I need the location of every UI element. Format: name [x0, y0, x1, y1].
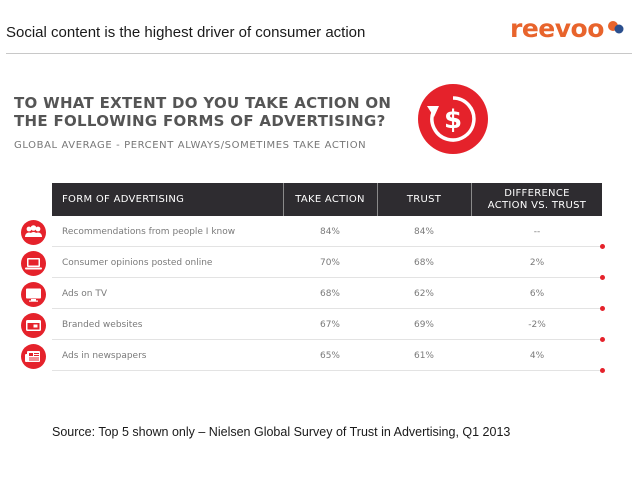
table-row: Branded websites 67% 69% -2%: [0, 309, 638, 342]
row-end-dot: [600, 306, 605, 311]
col-separator: [283, 183, 284, 216]
newspaper-icon: [21, 344, 46, 369]
row-end-dot: [600, 244, 605, 249]
row-divider: [52, 339, 602, 340]
chart-heading-line-1: TO WHAT EXTENT DO YOU TAKE ACTION ON: [14, 94, 392, 112]
cell-difference: 6%: [529, 288, 545, 299]
tv-icon: [21, 282, 46, 307]
col-header-difference-line-1: DIFFERENCE: [504, 187, 570, 199]
brand-wordmark: reevoo: [510, 14, 604, 43]
col-header-trust: TRUST: [406, 193, 442, 205]
col-header-difference-line-2: ACTION VS. TRUST: [487, 199, 587, 211]
cell-difference: --: [533, 226, 541, 237]
source-note: Source: Top 5 shown only – Nielsen Globa…: [52, 425, 511, 439]
chart-heading-line-2: THE FOLLOWING FORMS OF ADVERTISING?: [14, 112, 386, 130]
table-row: Recommendations from people I know 84% 84%…: [0, 216, 638, 249]
col-separator: [377, 183, 378, 216]
table-row: Ads on TV 68% 62% 6%: [0, 278, 638, 311]
chart-subtitle: GLOBAL AVERAGE - PERCENT ALWAYS/SOMETIME…: [14, 140, 367, 151]
title-divider: [6, 53, 632, 54]
row-end-dot: [600, 275, 605, 280]
cell-trust: 62%: [413, 288, 434, 299]
table-row: Ads in newspapers 65% 61% 4%: [0, 340, 638, 373]
row-divider: [52, 308, 602, 309]
cell-difference: 2%: [529, 257, 545, 268]
people-icon: [21, 220, 46, 245]
row-divider: [52, 246, 602, 247]
table-row: Consumer opinions posted online 70% 68% 2%: [0, 247, 638, 280]
table-header: FORM OF ADVERTISING TAKE ACTION TRUST DI…: [52, 183, 602, 216]
cell-form: Ads on TV: [62, 288, 107, 299]
brand-mark-icon: [608, 21, 624, 34]
laptop-icon: [21, 251, 46, 276]
row-end-dot: [600, 368, 605, 373]
row-end-dot: [600, 337, 605, 342]
brand-logo: reevoo: [510, 14, 628, 50]
row-divider: [52, 277, 602, 278]
col-header-take-action: TAKE ACTION: [295, 193, 365, 205]
cell-trust: 68%: [413, 257, 434, 268]
col-separator: [471, 183, 472, 216]
cell-trust: 84%: [413, 226, 434, 237]
cell-form: Recommendations from people I know: [62, 226, 236, 237]
row-divider: [52, 370, 602, 371]
cell-trust: 61%: [413, 350, 434, 361]
cell-difference: 4%: [529, 350, 545, 361]
dollar-symbol: $: [444, 105, 462, 135]
cell-take-action: 84%: [319, 226, 340, 237]
cell-take-action: 68%: [319, 288, 340, 299]
refresh-dollar-icon: $: [427, 96, 476, 142]
slide-title: Social content is the highest driver of …: [6, 24, 366, 41]
cell-take-action: 70%: [319, 257, 340, 268]
cell-trust: 69%: [413, 319, 434, 330]
chart-heading: TO WHAT EXTENT DO YOU TAKE ACTION ON THE…: [14, 94, 391, 130]
cell-take-action: 65%: [319, 350, 340, 361]
cell-difference: -2%: [528, 319, 546, 330]
browser-icon: [21, 313, 46, 338]
dollar-badge: $: [418, 84, 488, 154]
cell-form: Ads in newspapers: [62, 350, 147, 361]
col-header-form: FORM OF ADVERTISING: [62, 193, 185, 205]
cell-form: Branded websites: [62, 319, 143, 330]
col-header-difference: DIFFERENCE ACTION VS. TRUST: [472, 183, 602, 216]
cell-take-action: 67%: [319, 319, 340, 330]
cell-form: Consumer opinions posted online: [62, 257, 213, 268]
